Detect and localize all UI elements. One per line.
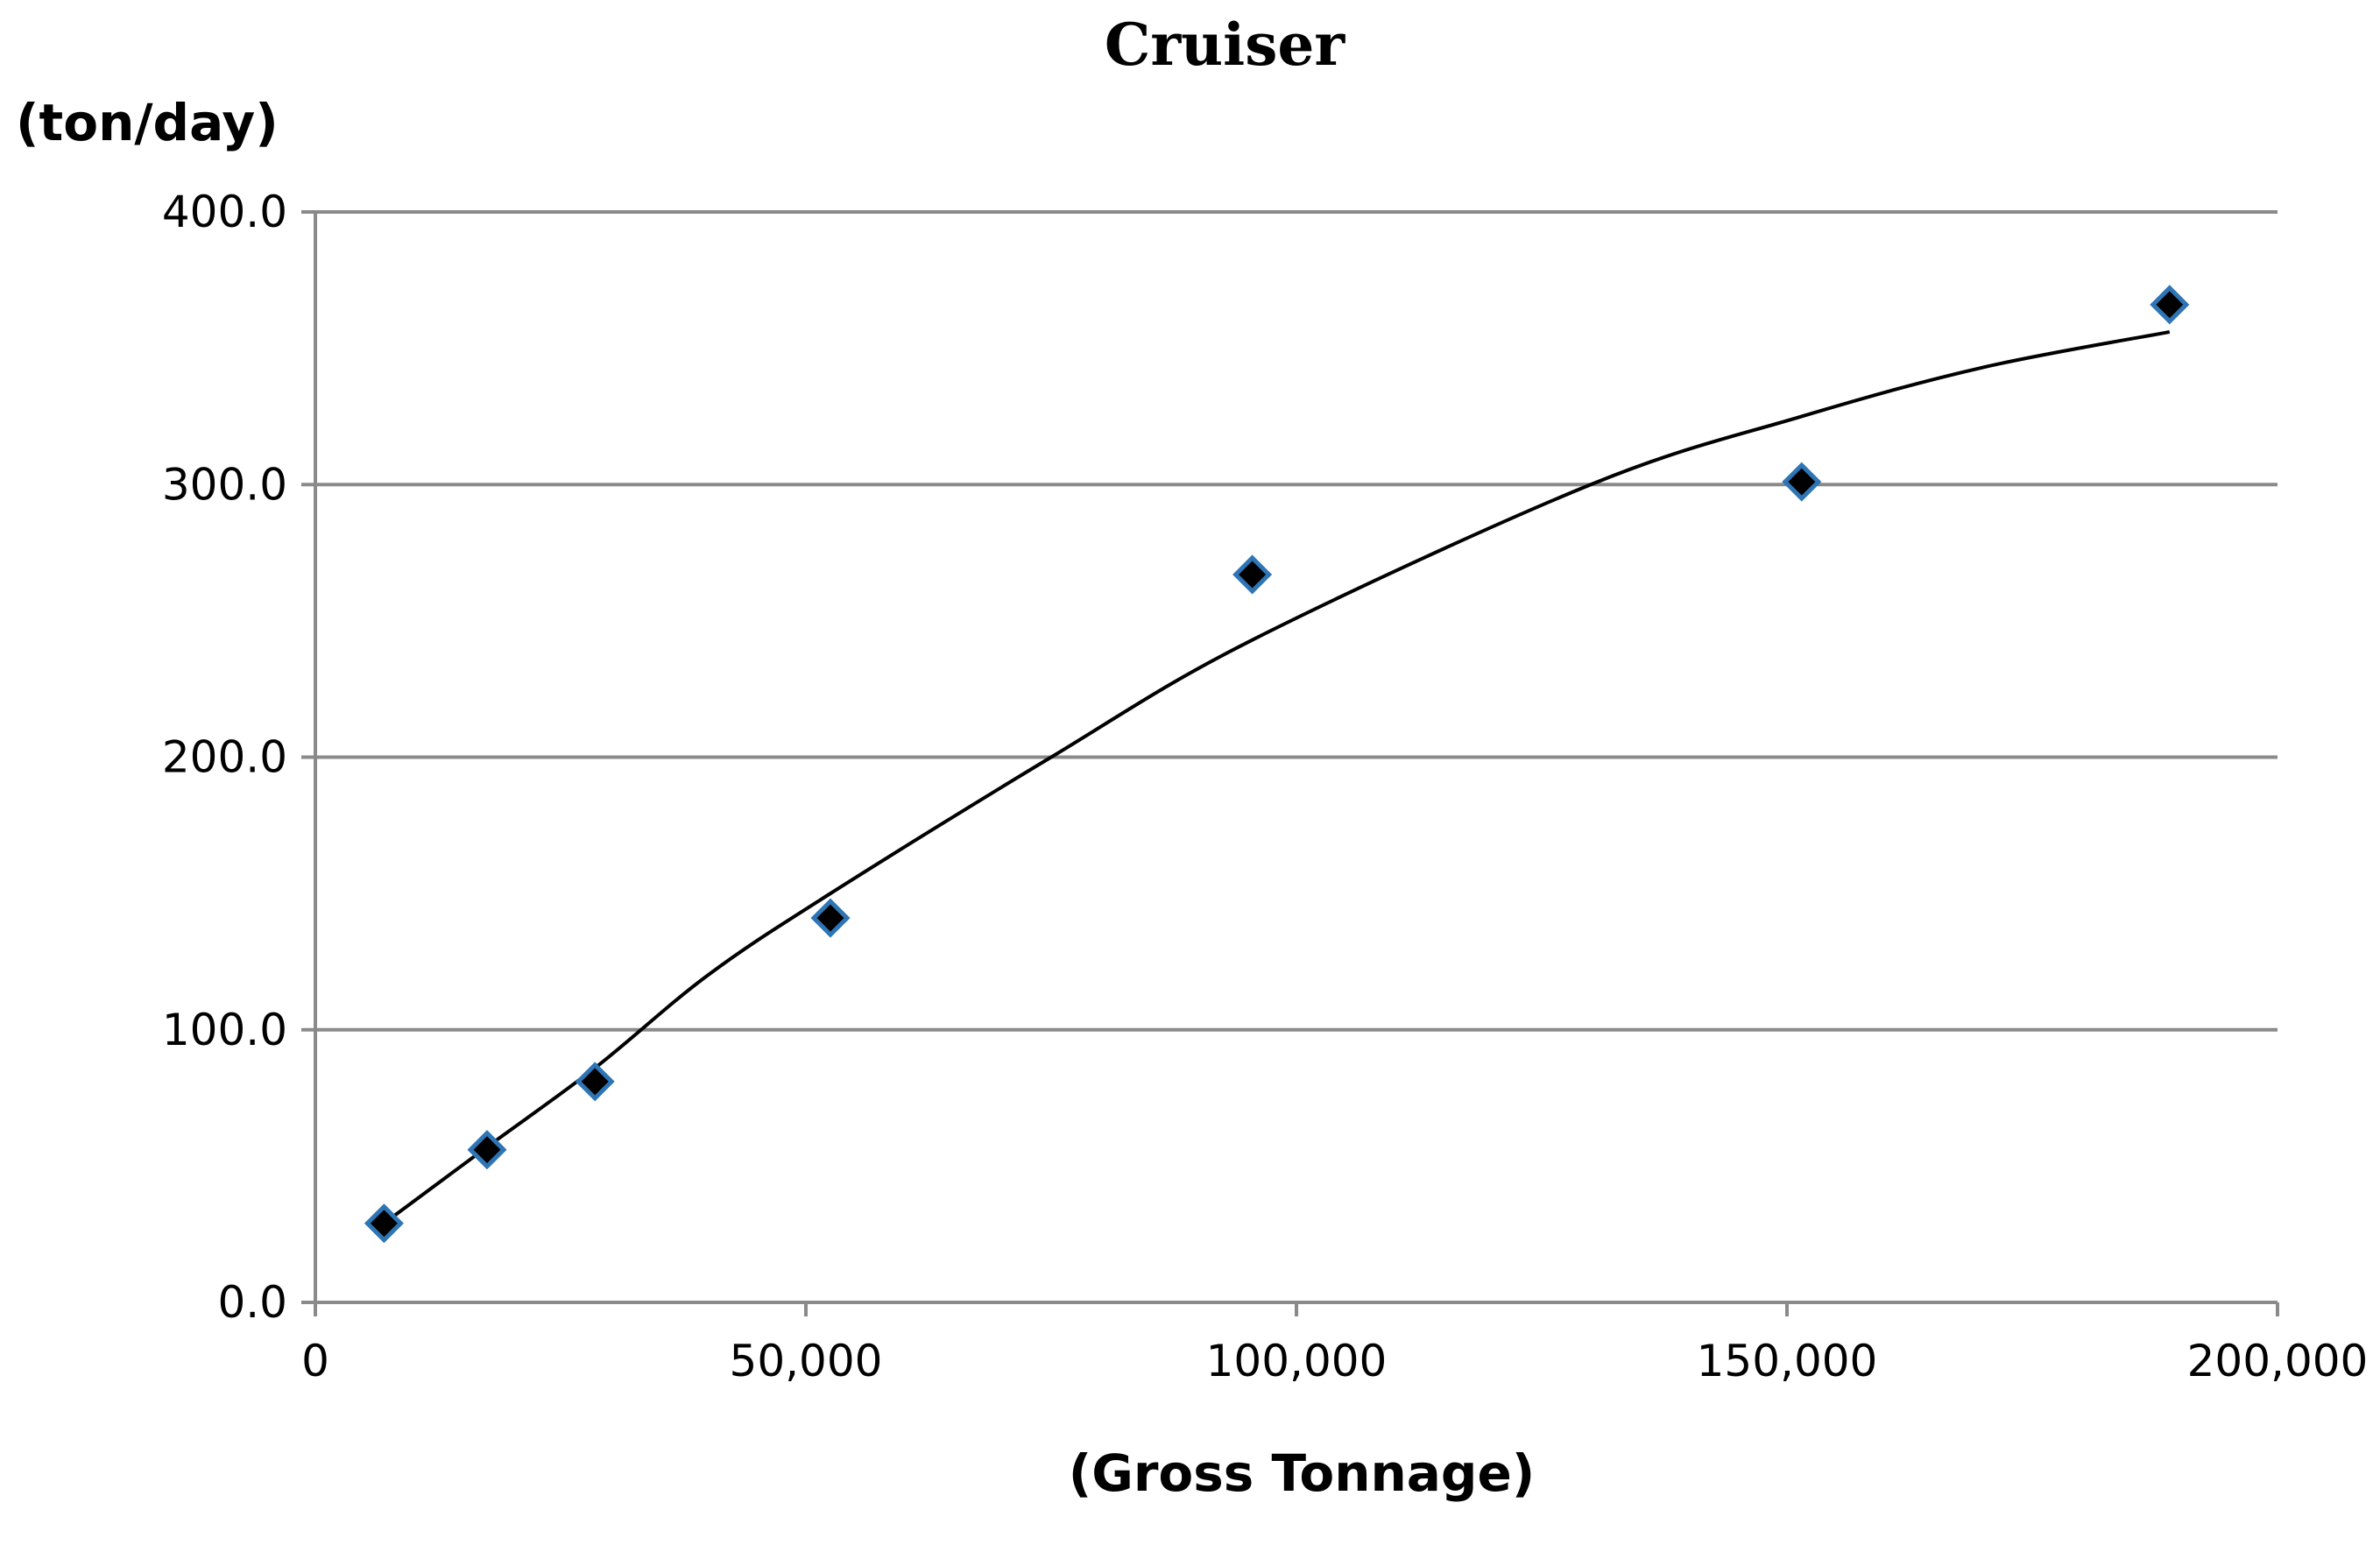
tick-labels: 0.0 100.0 200.0 300.0 400.0 0 50,000 100,000 150… <box>162 187 2369 1386</box>
y-axis-label: (ton/day) <box>16 93 279 152</box>
x-tick-label: 50,000 <box>730 1336 883 1386</box>
chart-title: Cruiser <box>1105 11 1346 79</box>
y-tick-label: 100.0 <box>162 1005 287 1055</box>
data-point <box>810 898 851 938</box>
trendline <box>383 329 2171 1225</box>
x-tick-label: 200,000 <box>2187 1336 2369 1386</box>
x-tick-label: 150,000 <box>1697 1336 1878 1386</box>
x-axis-label: (Gross Tonnage) <box>1069 1443 1536 1503</box>
y-tick-label: 200.0 <box>162 732 287 783</box>
gridlines <box>315 210 2278 1032</box>
data-point <box>575 1062 615 1102</box>
data-points <box>364 285 2190 1244</box>
data-point <box>364 1203 404 1244</box>
trendline-layer <box>383 329 2171 1225</box>
y-tick-label: 0.0 <box>217 1277 287 1328</box>
data-point <box>1782 462 1822 502</box>
y-tick-label: 300.0 <box>162 459 287 510</box>
y-tick-label: 400.0 <box>162 187 287 237</box>
data-point <box>2150 285 2190 325</box>
axes <box>301 210 2279 1316</box>
x-tick-label: 0 <box>301 1336 329 1386</box>
data-point <box>467 1130 507 1170</box>
data-point <box>1232 554 1273 595</box>
x-tick-label: 100,000 <box>1206 1336 1388 1386</box>
